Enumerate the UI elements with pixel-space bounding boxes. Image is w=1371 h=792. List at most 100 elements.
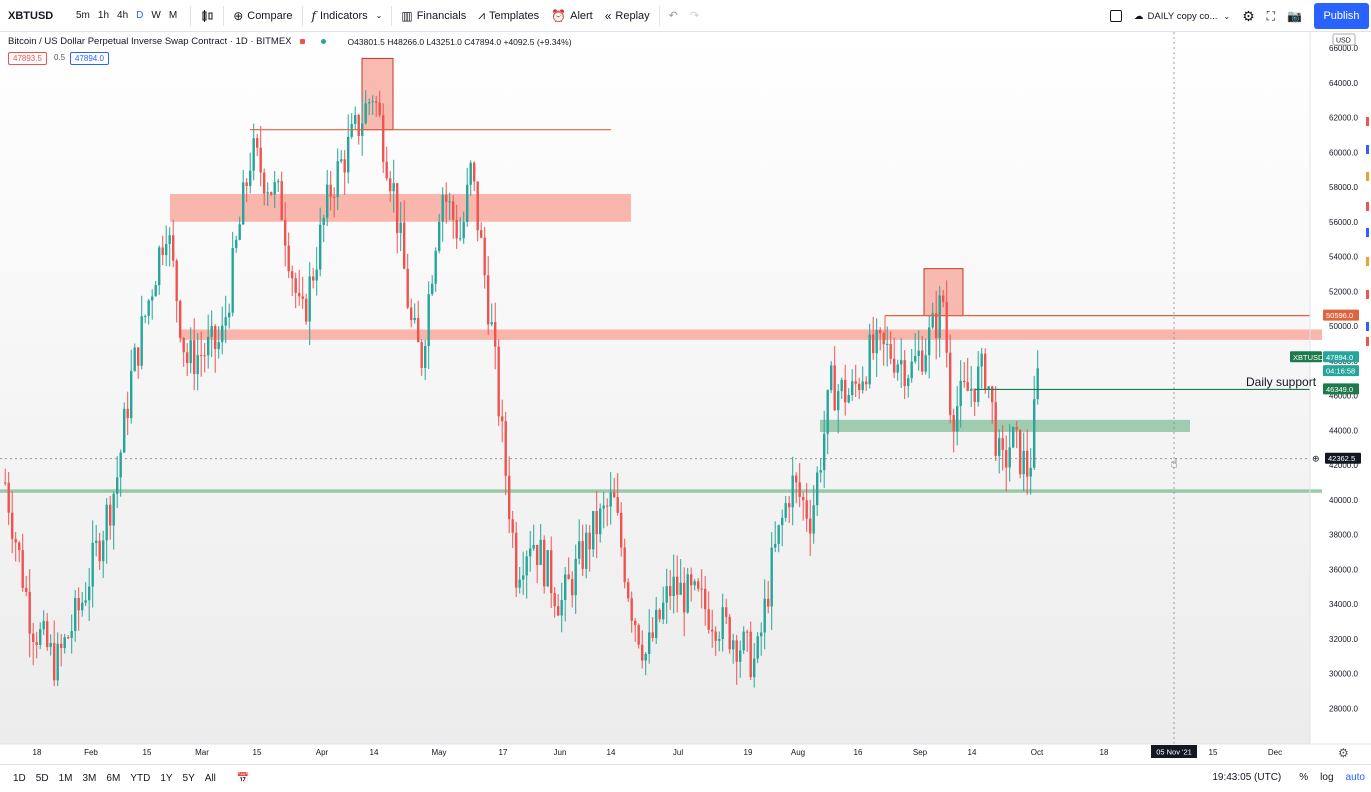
log-toggle[interactable]: log <box>1320 772 1334 783</box>
candle-body <box>217 342 220 350</box>
candle-body <box>655 609 658 638</box>
candle-body <box>581 541 584 569</box>
time-tick-label: Sep <box>913 748 928 757</box>
bid-price[interactable]: 47893.5 <box>8 52 47 65</box>
candle-body <box>564 574 567 600</box>
range-1m[interactable]: 1M <box>58 773 73 784</box>
candle-body <box>133 347 136 371</box>
candle-body <box>546 550 549 587</box>
interval-w[interactable]: W <box>151 10 161 21</box>
time-tick-label: 16 <box>854 748 863 757</box>
financials-button[interactable]: ▥ Financials <box>395 0 472 32</box>
candle-body <box>11 512 14 539</box>
candle-body <box>672 576 675 596</box>
snapshot-button[interactable]: 📷 <box>1281 0 1308 32</box>
candle-body <box>189 340 192 363</box>
interval-4h[interactable]: 4h <box>117 10 129 21</box>
undo-button[interactable]: ↶ <box>663 0 684 32</box>
layout-name-button[interactable]: ☁ DAILY copy co... ⌄ <box>1128 0 1236 32</box>
candle-body <box>266 192 269 194</box>
compare-button[interactable]: ⊕ Compare <box>227 0 298 32</box>
candle-body <box>952 415 955 432</box>
candle-body <box>662 602 665 620</box>
candle-body <box>350 123 353 137</box>
utc-clock[interactable]: 19:43:05 (UTC) <box>1212 772 1282 783</box>
candle-body <box>277 181 280 183</box>
goto-date-button[interactable]: 📅 <box>237 773 249 784</box>
candle-body <box>473 162 476 182</box>
symbol-badge: XBTUSD <box>1293 353 1324 362</box>
candle-body <box>91 542 94 587</box>
candle-body <box>704 588 707 610</box>
range-1y[interactable]: 1Y <box>160 773 173 784</box>
templates-button[interactable]: ⩘ Templates <box>472 0 545 32</box>
candle-body <box>466 184 469 222</box>
candle-body <box>231 247 234 313</box>
time-tick-label: 14 <box>370 748 379 757</box>
time-tick-label: Aug <box>791 748 805 757</box>
price-tick-label: 30000.0 <box>1329 670 1358 679</box>
auto-toggle[interactable]: auto <box>1345 772 1365 783</box>
candle-body <box>875 329 878 354</box>
ask-price[interactable]: 47894.0 <box>70 52 109 65</box>
candle-body <box>914 356 917 362</box>
price-chart[interactable]: ☝ 66000.0 64000.0 62000.0 60000.0 58000.0 560… <box>0 32 1371 764</box>
axis-settings-button[interactable]: ⚙ <box>1338 746 1349 760</box>
fullscreen-button[interactable]: ⛶ <box>1261 0 1281 32</box>
range-5d[interactable]: 5D <box>35 773 49 784</box>
candle-body <box>889 343 892 359</box>
candle-body <box>203 355 206 357</box>
price-tick-label: 28000.0 <box>1329 704 1358 713</box>
candle-body <box>42 621 45 630</box>
symbol-search[interactable]: XBTUSD <box>8 9 54 22</box>
candle-body <box>788 503 791 508</box>
candle-body <box>651 632 654 638</box>
publish-button[interactable]: Publish <box>1314 3 1369 29</box>
replay-button[interactable]: «Replay <box>599 0 656 32</box>
time-tick-label: Apr <box>316 748 329 757</box>
candle-body <box>525 556 528 576</box>
undo-icon: ↶ <box>668 10 678 22</box>
layout-toggle-button[interactable] <box>1104 0 1128 32</box>
range-5y[interactable]: 5Y <box>182 773 195 784</box>
bar-chart-icon: ▥ <box>401 8 413 23</box>
range-6m[interactable]: 6M <box>106 773 121 784</box>
gear-icon: ⚙ <box>1338 746 1349 760</box>
range-ytd[interactable]: YTD <box>130 773 151 784</box>
candle-body <box>781 517 784 526</box>
candle-body <box>403 222 406 269</box>
interval-1h[interactable]: 1h <box>97 10 110 21</box>
candle-body <box>81 602 84 611</box>
candle-body <box>536 544 539 565</box>
support-price-badge: 46349.0 <box>1326 385 1353 394</box>
interval-d[interactable]: D <box>136 10 144 21</box>
candle-body <box>487 275 490 325</box>
alert-button[interactable]: ⏰ Alert <box>545 0 599 32</box>
redo-button[interactable]: ↷ <box>684 0 705 32</box>
candle-body <box>630 598 633 621</box>
percent-toggle[interactable]: % <box>1299 772 1309 783</box>
range-1d[interactable]: 1D <box>13 773 26 784</box>
candle-body <box>567 574 570 580</box>
candle-body <box>49 642 52 648</box>
chart-type-button[interactable] <box>194 0 220 32</box>
candle-body <box>504 421 507 476</box>
interval-m[interactable]: M <box>168 10 178 21</box>
rewind-icon: « <box>604 8 612 23</box>
interval-5m[interactable]: 5m <box>76 10 90 21</box>
legend-title: Bitcoin / US Dollar Perpetual Inverse Sw… <box>8 36 292 47</box>
currency-button[interactable] <box>1332 33 1356 46</box>
candle-body <box>67 637 70 639</box>
candle-body <box>746 631 749 633</box>
last-price-badge: 47894.0 <box>1326 353 1353 362</box>
settings-button[interactable]: ⚙ <box>1236 0 1261 32</box>
range-3m[interactable]: 3M <box>82 773 97 784</box>
indicators-button[interactable]: f Indicators ⌄ <box>306 0 389 32</box>
candle-body <box>697 581 700 589</box>
candle-body <box>1026 450 1029 477</box>
candle-body <box>291 271 294 279</box>
alarm-clock-icon: ⏰ <box>551 8 567 23</box>
range-all[interactable]: All <box>204 773 216 784</box>
daily-support-label: Daily support <box>1246 375 1317 389</box>
candle-body <box>931 313 934 328</box>
